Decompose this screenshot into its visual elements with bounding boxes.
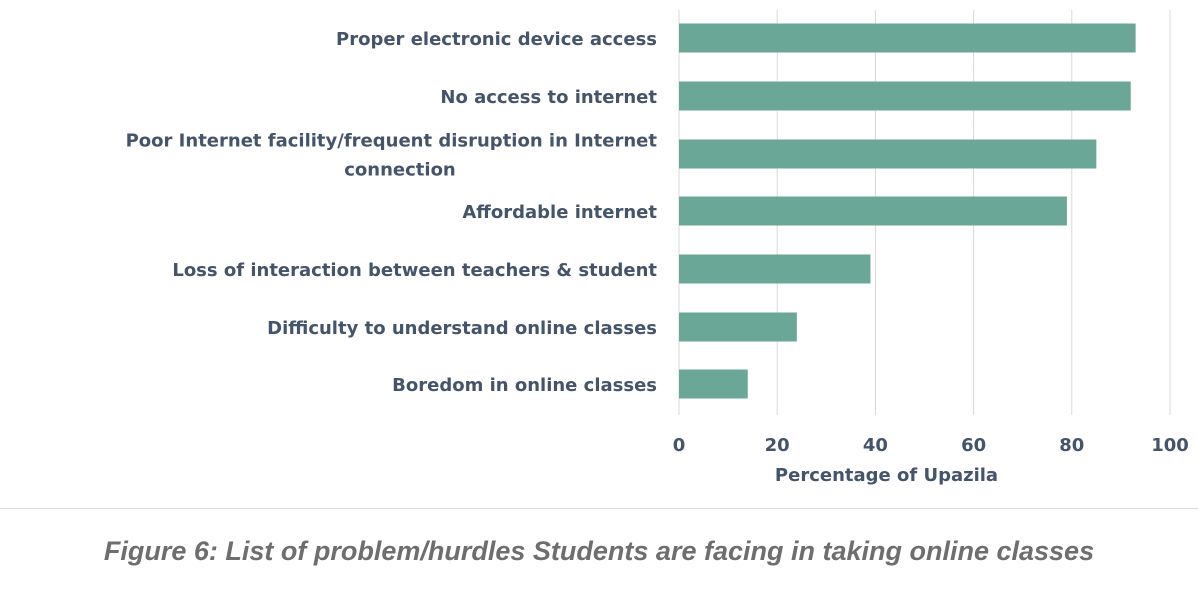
bar (679, 196, 1067, 226)
category-label: Affordable internet (462, 202, 657, 223)
category-label: Proper electronic device access (336, 29, 657, 50)
bar (679, 369, 748, 399)
x-tick-label: 80 (1059, 435, 1084, 456)
bar (679, 139, 1097, 169)
x-tick-label: 60 (961, 435, 986, 456)
bars (679, 23, 1136, 399)
x-tick-label: 40 (863, 435, 888, 456)
bar (679, 23, 1136, 53)
figure-caption: Figure 6: List of problem/hurdles Studen… (103, 536, 1095, 566)
category-label: No access to internet (440, 87, 657, 108)
category-label: connection (344, 160, 456, 181)
bar-chart: Proper electronic device access No access… (126, 10, 1189, 486)
category-label: Loss of interaction between teachers & s… (172, 260, 657, 281)
category-labels: Proper electronic device access No access… (126, 29, 658, 396)
x-tick-labels: 0 20 40 60 80 100 (673, 435, 1189, 456)
x-tick-label: 0 (673, 435, 686, 456)
category-label: Difficulty to understand online classes (267, 318, 657, 339)
x-tick-label: 20 (765, 435, 790, 456)
category-label: Poor Internet facility/frequent disrupti… (126, 131, 658, 152)
category-label: Boredom in online classes (392, 375, 657, 396)
x-tick-label: 100 (1151, 435, 1189, 456)
bar (679, 312, 797, 342)
bar (679, 81, 1131, 111)
divider (0, 508, 1198, 509)
bar (679, 254, 871, 284)
x-axis-title: Percentage of Upazila (775, 465, 998, 486)
